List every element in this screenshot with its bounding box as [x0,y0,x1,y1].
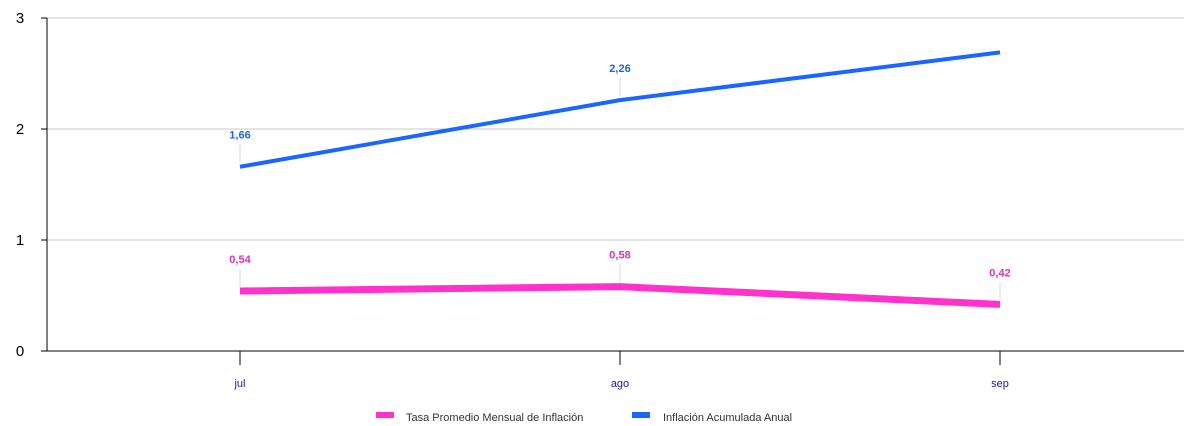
legend-swatch-1 [632,412,650,418]
ytick-label: 1 [16,232,24,249]
ytick-label: 2 [16,121,24,138]
data-label: 1,66 [229,130,250,142]
ytick-label: 3 [16,10,24,27]
data-label: 0,54 [229,254,251,266]
legend-label-1: Inflación Acumulada Anual [663,412,792,424]
axes: 0 1 2 3 jul ago sep [16,10,1184,390]
legend-swatch-0 [376,412,394,418]
gridlines [47,17,1184,241]
data-labels: 0,54 0,58 0,42 1,66 2,26 [229,63,1011,301]
data-label: 0,58 [609,250,630,262]
data-label: 2,26 [609,63,630,75]
legend-label-0: Tasa Promedio Mensual de Inflación [406,412,583,424]
xtick-label-ago: ago [611,378,629,390]
xtick-label-jul: jul [233,378,245,390]
ytick-label: 0 [16,343,24,360]
legend: Tasa Promedio Mensual de Inflación Inflac… [376,412,792,424]
series-line-0 [239,283,1001,308]
series-lines [239,50,1001,308]
xtick-label-sep: sep [991,378,1009,390]
series-line-1 [239,50,1001,169]
data-label: 0,42 [989,267,1010,279]
